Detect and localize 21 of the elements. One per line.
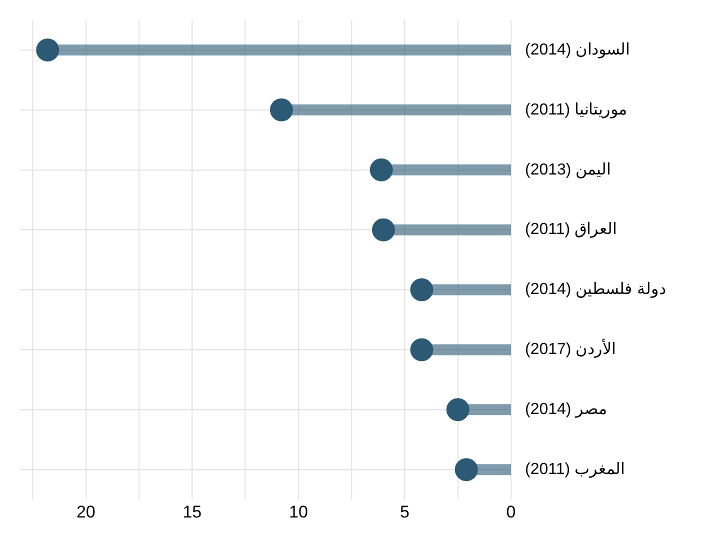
y-tick-label: مصر (2014) — [525, 401, 608, 418]
point — [446, 398, 470, 422]
y-tick-label: الأردن (2017) — [525, 339, 616, 358]
point — [410, 338, 434, 362]
y-tick-label: موريتانيا (2011) — [525, 101, 628, 118]
y-tick-label: دولة فلسطين (2014) — [525, 281, 666, 298]
x-tick-label: 0 — [506, 502, 516, 522]
x-tick-label: 15 — [182, 502, 202, 522]
x-tick-label: 20 — [76, 502, 96, 522]
y-tick-label: السودان (2014) — [525, 41, 630, 58]
point — [36, 38, 60, 62]
point — [370, 158, 393, 182]
x-tick-label: 10 — [288, 502, 308, 522]
y-tick-label: اليمن (2013) — [525, 161, 611, 178]
point — [410, 278, 434, 302]
x-tick-label: 5 — [400, 502, 410, 522]
y-tick-label: المغرب (2011) — [525, 461, 625, 478]
point — [454, 458, 478, 482]
point — [372, 218, 395, 242]
y-tick-label: العراق (2011) — [525, 221, 617, 238]
point — [270, 98, 293, 122]
